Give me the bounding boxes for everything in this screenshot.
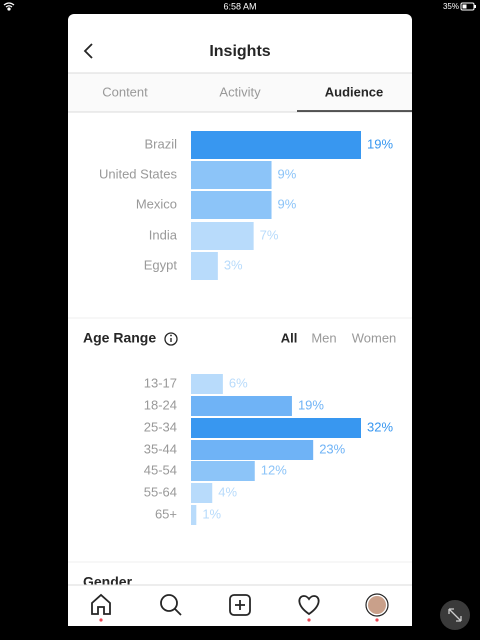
category-label: 18-24	[144, 397, 177, 412]
info-icon	[170, 334, 172, 337]
bar	[191, 374, 223, 394]
new-post-icon[interactable]	[229, 594, 251, 616]
value-label: 7%	[260, 227, 279, 242]
profile-ring	[365, 593, 389, 617]
bar	[191, 505, 197, 525]
bar	[191, 418, 361, 438]
value-label: 19%	[298, 397, 324, 412]
profile-avatar[interactable]	[368, 596, 386, 614]
status-time: 6:58 AM	[223, 1, 256, 11]
activity-icon[interactable]	[298, 595, 320, 616]
tab[interactable]: Activity	[219, 84, 261, 99]
wifi-icon	[3, 2, 15, 11]
bar	[191, 161, 272, 189]
category-label: 25-34	[144, 419, 177, 434]
bar	[191, 440, 314, 460]
home-icon[interactable]	[91, 593, 111, 615]
category-label: Mexico	[136, 196, 177, 211]
content: Content Activity Audience Brazil 19% United S…	[83, 84, 412, 525]
bar	[191, 483, 213, 503]
value-label: 1%	[202, 506, 221, 521]
value-label: 19%	[367, 136, 393, 151]
minimize-icon	[448, 608, 462, 622]
bar	[191, 191, 272, 219]
value-label: 23%	[319, 441, 345, 456]
category-label: 55-64	[144, 484, 177, 499]
notification-dot	[307, 618, 311, 622]
value-label: 9%	[278, 196, 297, 211]
category-label: 65+	[155, 506, 177, 521]
card	[68, 14, 412, 626]
bar	[191, 396, 292, 416]
category-label: Egypt	[144, 257, 178, 272]
notification-dot	[375, 618, 379, 622]
page-title: Insights	[209, 43, 270, 60]
value-label: 4%	[218, 484, 237, 499]
category-label: 45-54	[144, 462, 177, 477]
category-label: 35-44	[144, 441, 177, 456]
bar	[191, 252, 218, 280]
category-label: 13-17	[144, 375, 177, 390]
filter-option[interactable]: All	[281, 330, 298, 345]
info-icon[interactable]	[164, 332, 178, 346]
value-label: 3%	[224, 257, 243, 272]
value-label: 9%	[278, 166, 297, 181]
tab[interactable]: Content	[102, 84, 148, 99]
category-label: Brazil	[144, 136, 177, 151]
bottom-nav	[68, 584, 412, 626]
bar	[191, 131, 361, 159]
battery-percent: 35%	[443, 2, 459, 11]
notification-dot	[99, 618, 103, 622]
category-label: India	[149, 227, 178, 242]
search-icon[interactable]	[160, 594, 182, 616]
bar	[191, 222, 254, 250]
filter-option[interactable]: Women	[352, 330, 397, 345]
bar	[191, 461, 255, 481]
filter-option[interactable]: Men	[311, 330, 336, 345]
battery-icon	[460, 2, 476, 11]
tab[interactable]: Audience	[325, 84, 384, 99]
value-label: 6%	[229, 375, 248, 390]
tab-bar	[68, 73, 412, 112]
value-label: 12%	[261, 462, 287, 477]
section-title: Age Range	[83, 330, 156, 346]
value-label: 32%	[367, 419, 393, 434]
back-button[interactable]	[83, 43, 93, 59]
category-label: United States	[99, 166, 178, 181]
